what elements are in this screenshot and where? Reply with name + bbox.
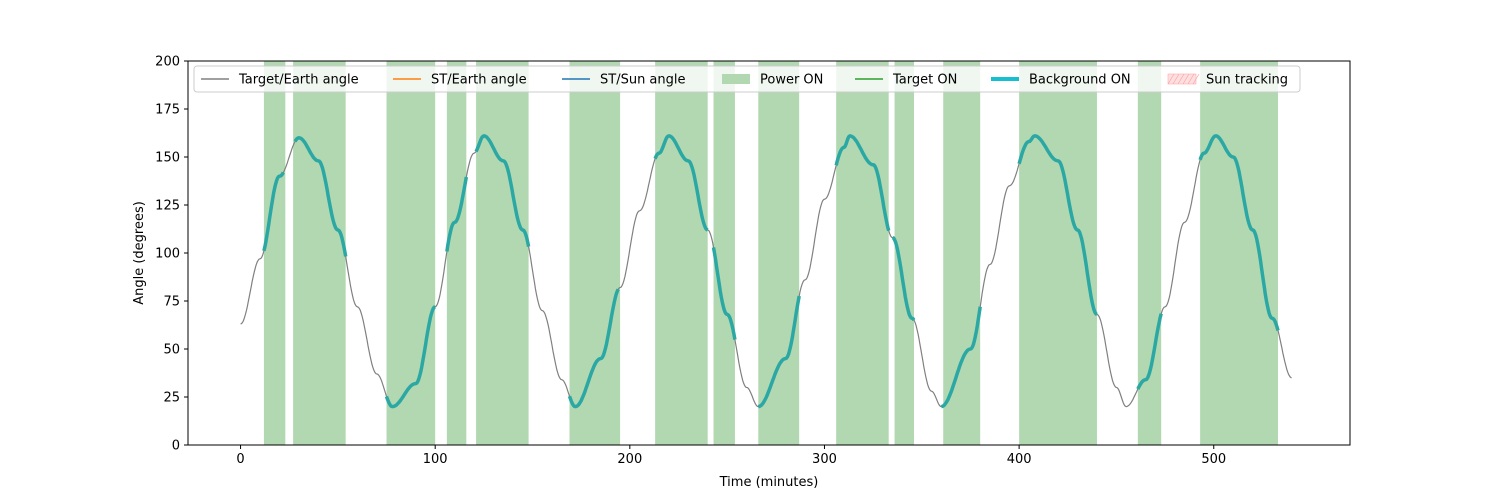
- power-on-span: [386, 61, 436, 445]
- y-tick-label: 100: [155, 247, 180, 262]
- background-on-segment: [262, 171, 285, 252]
- y-tick-label: 50: [163, 343, 180, 358]
- x-axis-label: Time (minutes): [719, 475, 819, 490]
- power-on-span: [758, 61, 800, 445]
- background-on-segment: [1198, 134, 1280, 331]
- x-tick-label: 100: [423, 452, 448, 467]
- x-tick-label: 0: [236, 452, 244, 467]
- y-tick-label: 175: [155, 103, 180, 118]
- legend-handle: [1167, 73, 1197, 85]
- x-tick-label: 400: [1007, 452, 1032, 467]
- power-on-span: [263, 61, 286, 445]
- background-on-segment: [940, 306, 982, 409]
- background-on-segment: [711, 247, 737, 340]
- power-on-span: [943, 61, 981, 445]
- y-tick-label: 0: [172, 439, 180, 454]
- legend-label: Sun tracking: [1206, 73, 1288, 88]
- legend-hatch-line: [1177, 73, 1185, 85]
- background-on-segment: [834, 134, 891, 232]
- y-tick-label: 125: [155, 199, 180, 214]
- legend-hatch-line: [1167, 73, 1175, 85]
- background-on-segment: [567, 288, 620, 409]
- y-tick-label: 75: [163, 295, 180, 310]
- legend-label: ST/Earth angle: [431, 73, 527, 88]
- legend-handle: [722, 74, 750, 84]
- legend-label: Background ON: [1029, 73, 1131, 88]
- background-on-segment: [1136, 313, 1163, 390]
- power-on-span: [1200, 61, 1278, 445]
- x-tick-label: 200: [617, 452, 642, 467]
- background-on-segment: [445, 176, 469, 252]
- background-on-segment: [293, 136, 348, 257]
- legend-hatch-line: [1187, 73, 1195, 85]
- x-ticks: 0 100 200 300 400 500: [236, 445, 1226, 467]
- legend-hatch-line: [1192, 73, 1200, 85]
- background-on-segment: [653, 134, 709, 232]
- power-on-span: [836, 61, 889, 445]
- power-on-span: [476, 61, 529, 445]
- power-on-span: [569, 61, 621, 445]
- power-on-span: [894, 61, 915, 445]
- background-on-segment: [384, 305, 436, 409]
- legend-hatch-line: [1172, 73, 1180, 85]
- power-on-span: [713, 61, 735, 445]
- background-on-segment: [1017, 134, 1098, 316]
- x-tick-label: 500: [1201, 452, 1226, 467]
- power-on-span: [655, 61, 708, 445]
- legend-label: Power ON: [760, 73, 823, 88]
- legend-label: Target ON: [892, 73, 957, 88]
- legend-hatch-line: [1182, 73, 1190, 85]
- y-tick-label: 200: [155, 55, 180, 70]
- x-tick-label: 300: [812, 452, 837, 467]
- legend-label: ST/Sun angle: [600, 73, 686, 88]
- background-on-segment: [474, 134, 531, 247]
- y-tick-label: 150: [155, 151, 180, 166]
- background-on-segment: [757, 295, 801, 409]
- legend: Target/Earth angle ST/Earth angle ST/Sun a…: [193, 65, 1301, 93]
- y-tick-label: 25: [163, 391, 180, 406]
- series-lines: [240, 134, 1292, 409]
- background-on-segment: [891, 236, 916, 322]
- power-on-span: [446, 61, 467, 445]
- power-on-spans: [263, 61, 1278, 445]
- power-on-span: [293, 61, 346, 445]
- y-axis-label: Angle (degrees): [132, 201, 147, 305]
- y-ticks: 0 25 50 75 100 125 150 175 200: [155, 55, 188, 454]
- legend-label: Target/Earth angle: [238, 73, 359, 88]
- power-on-span: [1137, 61, 1162, 445]
